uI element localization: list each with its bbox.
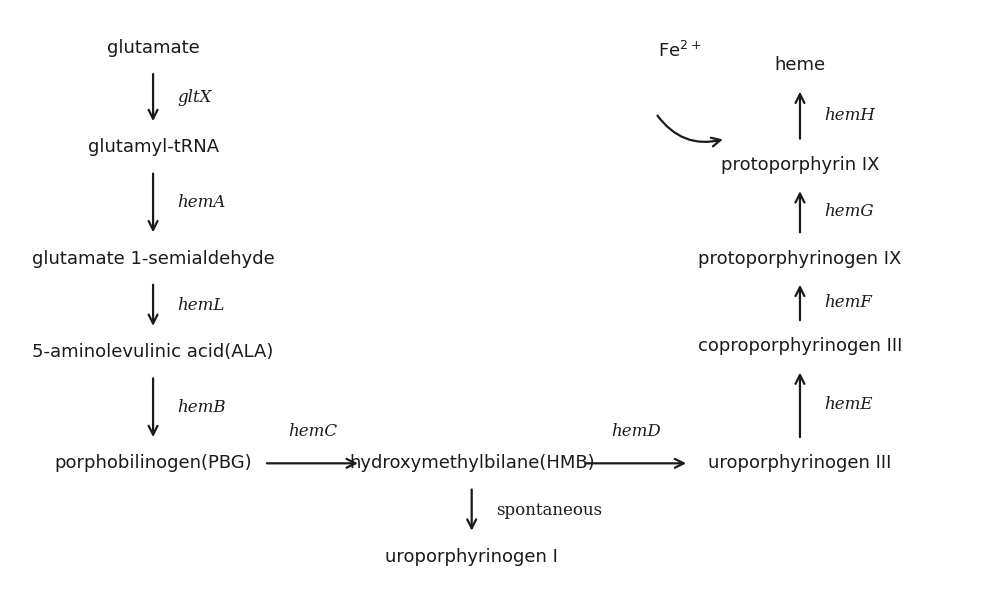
Text: coproporphyrinogen III: coproporphyrinogen III — [698, 337, 902, 355]
Text: uroporphyrinogen I: uroporphyrinogen I — [385, 548, 558, 566]
Text: hemB: hemB — [177, 400, 226, 416]
Text: Fe$^{2+}$: Fe$^{2+}$ — [658, 41, 701, 61]
Text: hemE: hemE — [824, 397, 873, 413]
Text: hemL: hemL — [177, 297, 225, 314]
Text: hemA: hemA — [177, 195, 226, 211]
Text: glutamyl-tRNA: glutamyl-tRNA — [88, 138, 219, 156]
Text: hemC: hemC — [288, 423, 337, 440]
Text: hemH: hemH — [824, 107, 875, 123]
Text: heme: heme — [774, 56, 826, 74]
Text: hemG: hemG — [824, 203, 874, 220]
Text: protoporphyrinogen IX: protoporphyrinogen IX — [698, 250, 902, 268]
Text: hydroxymethylbilane(HMB): hydroxymethylbilane(HMB) — [349, 454, 595, 473]
Text: hemD: hemD — [611, 423, 661, 440]
Text: glutamate: glutamate — [107, 39, 199, 57]
Text: 5-aminolevulinic acid(ALA): 5-aminolevulinic acid(ALA) — [32, 343, 274, 361]
Text: hemF: hemF — [824, 294, 872, 311]
Text: glutamate 1-semialdehyde: glutamate 1-semialdehyde — [32, 250, 274, 268]
Text: porphobilinogen(PBG): porphobilinogen(PBG) — [54, 454, 252, 473]
Text: uroporphyrinogen III: uroporphyrinogen III — [708, 454, 892, 473]
Text: protoporphyrin IX: protoporphyrin IX — [721, 156, 879, 174]
Text: spontaneous: spontaneous — [496, 501, 602, 519]
Text: gltX: gltX — [177, 89, 212, 106]
